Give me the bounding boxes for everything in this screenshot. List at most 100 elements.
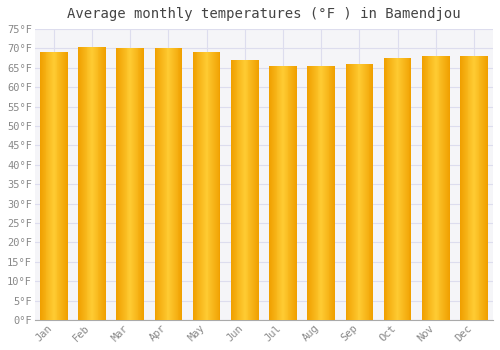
Bar bbox=[216, 52, 218, 320]
Bar bbox=[269, 66, 270, 320]
Bar bbox=[276, 66, 278, 320]
Bar bbox=[93, 47, 94, 320]
Bar bbox=[334, 66, 335, 320]
Bar bbox=[360, 64, 361, 320]
Bar bbox=[476, 56, 478, 320]
Bar bbox=[362, 64, 363, 320]
Bar bbox=[105, 47, 106, 320]
Bar bbox=[405, 58, 406, 320]
Bar bbox=[215, 52, 216, 320]
Bar bbox=[271, 66, 272, 320]
Bar bbox=[120, 48, 121, 320]
Bar bbox=[172, 48, 173, 320]
Bar bbox=[281, 66, 282, 320]
Bar bbox=[81, 47, 82, 320]
Bar bbox=[284, 66, 285, 320]
Bar bbox=[478, 56, 480, 320]
Bar bbox=[178, 48, 180, 320]
Bar bbox=[282, 66, 283, 320]
Bar bbox=[410, 58, 412, 320]
Bar bbox=[273, 66, 274, 320]
Bar bbox=[372, 64, 373, 320]
Bar bbox=[323, 66, 324, 320]
Bar bbox=[98, 47, 100, 320]
Bar bbox=[208, 52, 210, 320]
Bar bbox=[311, 66, 312, 320]
Bar bbox=[214, 52, 215, 320]
Bar bbox=[346, 64, 348, 320]
Bar bbox=[174, 48, 175, 320]
Bar bbox=[400, 58, 402, 320]
Bar bbox=[56, 52, 58, 320]
Bar bbox=[84, 47, 86, 320]
Bar bbox=[159, 48, 160, 320]
Bar bbox=[432, 56, 433, 320]
Bar bbox=[363, 64, 364, 320]
Bar bbox=[474, 56, 475, 320]
Bar bbox=[218, 52, 220, 320]
Bar bbox=[256, 60, 258, 320]
Bar bbox=[333, 66, 334, 320]
Bar bbox=[250, 60, 251, 320]
Bar bbox=[241, 60, 242, 320]
Bar bbox=[232, 60, 233, 320]
Bar bbox=[274, 66, 275, 320]
Bar bbox=[348, 64, 350, 320]
Bar bbox=[322, 66, 323, 320]
Bar bbox=[480, 56, 482, 320]
Bar bbox=[180, 48, 182, 320]
Bar bbox=[143, 48, 144, 320]
Bar bbox=[102, 47, 103, 320]
Bar bbox=[406, 58, 408, 320]
Bar bbox=[352, 64, 353, 320]
Bar bbox=[131, 48, 132, 320]
Bar bbox=[365, 64, 366, 320]
Bar bbox=[54, 52, 56, 320]
Bar bbox=[133, 48, 134, 320]
Bar bbox=[293, 66, 294, 320]
Bar bbox=[128, 48, 130, 320]
Bar bbox=[173, 48, 174, 320]
Bar bbox=[447, 56, 448, 320]
Bar bbox=[123, 48, 124, 320]
Bar bbox=[242, 60, 243, 320]
Bar bbox=[92, 47, 93, 320]
Bar bbox=[466, 56, 468, 320]
Bar bbox=[442, 56, 443, 320]
Bar bbox=[318, 66, 320, 320]
Bar bbox=[44, 52, 46, 320]
Bar bbox=[164, 48, 165, 320]
Bar bbox=[396, 58, 398, 320]
Bar bbox=[431, 56, 432, 320]
Bar bbox=[94, 47, 95, 320]
Bar bbox=[438, 56, 440, 320]
Bar bbox=[181, 48, 182, 320]
Bar bbox=[116, 48, 117, 320]
Bar bbox=[248, 60, 250, 320]
Bar bbox=[234, 60, 236, 320]
Bar bbox=[482, 56, 483, 320]
Bar bbox=[278, 66, 280, 320]
Bar bbox=[392, 58, 393, 320]
Bar bbox=[394, 58, 395, 320]
Bar bbox=[122, 48, 123, 320]
Bar bbox=[118, 48, 119, 320]
Bar bbox=[162, 48, 163, 320]
Bar bbox=[206, 52, 208, 320]
Bar bbox=[368, 64, 370, 320]
Bar bbox=[471, 56, 472, 320]
Bar bbox=[203, 52, 204, 320]
Bar bbox=[402, 58, 403, 320]
Bar bbox=[280, 66, 281, 320]
Bar bbox=[428, 56, 430, 320]
Bar bbox=[163, 48, 164, 320]
Bar bbox=[252, 60, 253, 320]
Bar bbox=[332, 66, 333, 320]
Bar bbox=[288, 66, 290, 320]
Bar bbox=[210, 52, 211, 320]
Bar bbox=[464, 56, 465, 320]
Bar bbox=[351, 64, 352, 320]
Bar bbox=[170, 48, 171, 320]
Bar bbox=[134, 48, 135, 320]
Bar bbox=[393, 58, 394, 320]
